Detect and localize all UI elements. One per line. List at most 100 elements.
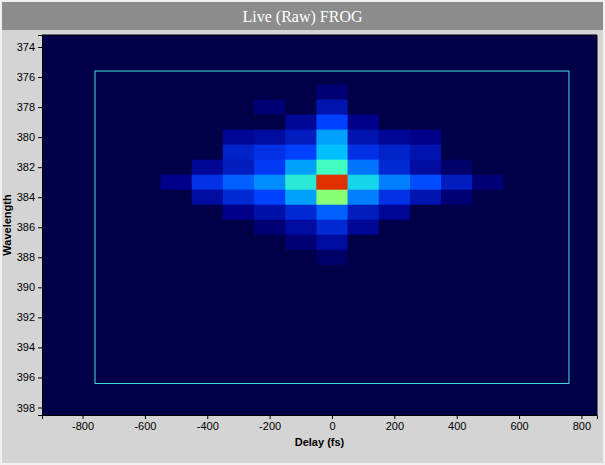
cell: [67, 325, 99, 341]
cell: [535, 235, 567, 251]
cell: [223, 70, 255, 86]
cell: [379, 280, 411, 296]
cell: [503, 175, 535, 191]
cell: [98, 400, 130, 415]
cell: [566, 100, 597, 116]
tick: 0: [329, 415, 335, 432]
tick: 374: [17, 41, 42, 53]
cell: [316, 295, 348, 311]
cell: [223, 130, 255, 146]
tick: 376: [17, 71, 42, 83]
cell: [285, 355, 317, 371]
cell: [566, 205, 597, 221]
cell: [98, 55, 130, 71]
cell: [410, 250, 442, 266]
cell: [535, 100, 567, 116]
axis-line: [43, 416, 598, 420]
cell: [192, 35, 224, 40]
cell: [160, 355, 192, 371]
cell: [223, 100, 255, 116]
cell: [223, 310, 255, 326]
tick: -800: [72, 415, 94, 432]
cell: [503, 235, 535, 251]
tick-mark: [519, 415, 520, 419]
cell: [410, 85, 442, 101]
cell: [348, 325, 380, 341]
cell: [535, 55, 567, 71]
cell: [441, 325, 473, 341]
cell: [42, 70, 67, 86]
tick-mark: [38, 287, 42, 288]
cell: [192, 175, 224, 191]
cell: [67, 340, 99, 356]
cell: [223, 115, 255, 131]
cell: [441, 160, 473, 176]
cell: [535, 325, 567, 341]
cell: [535, 35, 567, 40]
cell: [566, 40, 597, 56]
cell: [535, 250, 567, 266]
cell: [566, 160, 597, 176]
cell: [503, 385, 535, 401]
cell: [472, 385, 504, 401]
title-bar: [2, 2, 603, 30]
cell: [67, 370, 99, 386]
cell: [503, 340, 535, 356]
roi: [95, 71, 569, 383]
cell: [441, 310, 473, 326]
cell: [535, 145, 567, 161]
cell: [98, 145, 130, 161]
tick-mark: [38, 167, 42, 168]
cell: [316, 175, 348, 191]
cell: [160, 400, 192, 415]
cell: [42, 340, 67, 356]
cell: [67, 100, 99, 116]
cell: [98, 325, 130, 341]
cell: [316, 235, 348, 251]
cell: [192, 220, 224, 236]
cell: [42, 115, 67, 131]
cell: [379, 175, 411, 191]
cell: [379, 160, 411, 176]
cell: [566, 115, 597, 131]
cell: [348, 40, 380, 56]
cell: [316, 190, 348, 206]
tick-label: 394: [17, 341, 35, 353]
cell: [316, 145, 348, 161]
cell: [535, 355, 567, 371]
cell: [254, 55, 286, 71]
cell: [129, 55, 161, 71]
cell: [42, 40, 67, 56]
cell: [160, 70, 192, 86]
tick-label: 398: [17, 402, 35, 414]
cell: [535, 70, 567, 86]
cell: [535, 220, 567, 236]
cell: [223, 35, 255, 40]
cell: [67, 55, 99, 71]
cell: [348, 385, 380, 401]
tick-label: 0: [329, 420, 335, 432]
tick-mark: [207, 415, 208, 419]
tick-label: 396: [17, 371, 35, 383]
cell: [441, 385, 473, 401]
tick: 388: [17, 251, 42, 263]
cell: [254, 35, 286, 40]
cell: [42, 325, 67, 341]
cell: [379, 385, 411, 401]
cell: [98, 85, 130, 101]
cell: [379, 85, 411, 101]
cell: [223, 250, 255, 266]
cell: [316, 280, 348, 296]
tick: 200: [386, 415, 404, 432]
cell: [472, 70, 504, 86]
cell: [316, 340, 348, 356]
cell: [129, 310, 161, 326]
cell: [379, 145, 411, 161]
cell: [160, 130, 192, 146]
cell: [285, 205, 317, 221]
cell: [42, 160, 67, 176]
cell: [503, 250, 535, 266]
cell: [535, 175, 567, 191]
cell: [254, 310, 286, 326]
cell: [285, 325, 317, 341]
